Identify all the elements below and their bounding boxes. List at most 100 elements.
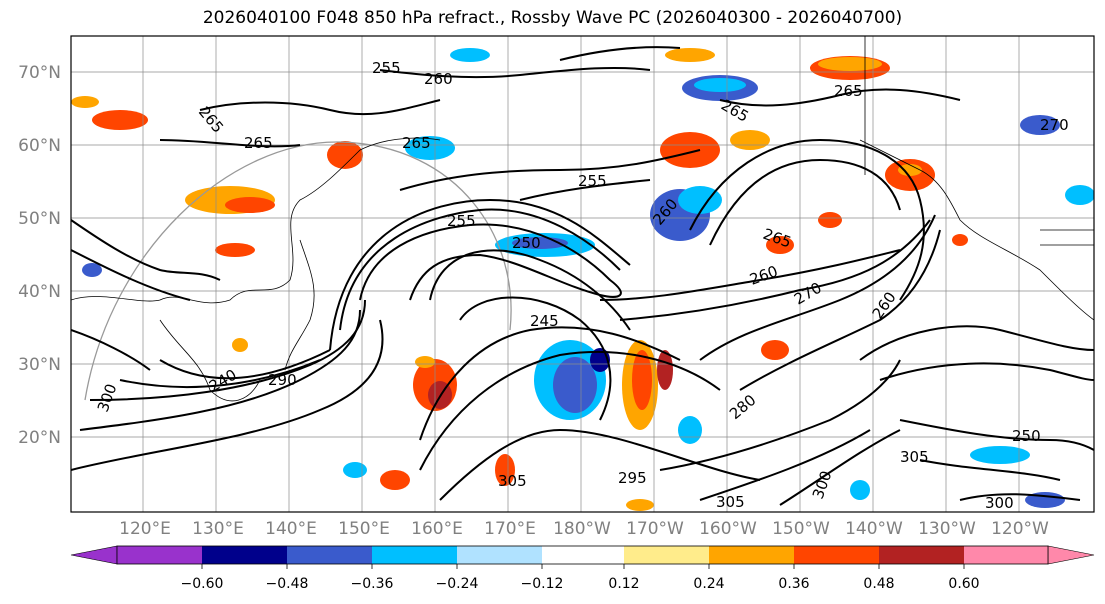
lon-label: 180°W xyxy=(553,519,611,539)
colorbar: −0.60 −0.48 −0.36 −0.24 −0.12 0.12 0.24 … xyxy=(70,545,1095,592)
lat-label: 60°N xyxy=(18,136,61,156)
patch-positive xyxy=(327,141,363,169)
patch-positive xyxy=(766,236,794,254)
contour-label: 255 xyxy=(578,172,607,190)
colorbar-segment xyxy=(794,546,879,564)
patch-positive xyxy=(952,234,968,246)
map-frame xyxy=(70,35,1095,513)
contour-label: 305 xyxy=(900,448,929,466)
colorbar-segment xyxy=(372,546,457,564)
patch-positive xyxy=(665,48,715,62)
colorbar-tick-label: −0.24 xyxy=(436,576,479,592)
patch-positive xyxy=(71,96,99,108)
lon-label: 140°W xyxy=(845,519,903,539)
colorbar-tick-label: −0.12 xyxy=(521,576,564,592)
patch-positive xyxy=(215,243,255,257)
contour-label: 260 xyxy=(424,70,453,88)
patch-negative xyxy=(1020,115,1060,135)
contour-label: 290 xyxy=(268,371,297,389)
lat-label: 20°N xyxy=(18,428,61,448)
colorbar-tick-label: 0.60 xyxy=(948,576,979,592)
contour-label: 255 xyxy=(447,212,476,230)
lon-label: 150°W xyxy=(772,519,830,539)
colorbar-tick-label: 0.24 xyxy=(693,576,724,592)
lon-label: 130°W xyxy=(918,519,976,539)
patch-negative xyxy=(553,357,597,413)
contour-label: 245 xyxy=(530,312,559,330)
patch-negative xyxy=(970,446,1030,464)
latitude-labels: 70°N 60°N 50°N 40°N 30°N 20°N xyxy=(18,63,61,448)
contour-lines xyxy=(71,46,1094,506)
lon-label: 120°W xyxy=(991,519,1049,539)
contour-label: 300 xyxy=(985,494,1014,512)
contour-label: 305 xyxy=(716,493,745,511)
colorbar-tick-label: −0.36 xyxy=(351,576,394,592)
colorbar-extend-left xyxy=(70,545,118,565)
lat-label: 30°N xyxy=(18,355,61,375)
colorbar-segment xyxy=(202,546,287,564)
lon-label: 160°E xyxy=(411,519,463,539)
lon-label: 170°E xyxy=(484,519,536,539)
contour-label: 265 xyxy=(244,134,273,152)
contour-label: 265 xyxy=(834,82,863,100)
patch-negative xyxy=(694,78,746,92)
map-gridlines xyxy=(71,36,1094,512)
patch-negative xyxy=(1065,185,1094,205)
colorbar-tick-label: 0.12 xyxy=(608,576,639,592)
colorbar-tick-label: 0.36 xyxy=(778,576,809,592)
colorbar-segment xyxy=(624,546,709,564)
lon-label: 160°W xyxy=(699,519,757,539)
coastlines xyxy=(71,36,1094,402)
patch-positive xyxy=(818,212,842,228)
patch-negative xyxy=(343,462,367,478)
lon-label: 150°E xyxy=(338,519,390,539)
patch-positive xyxy=(225,197,275,213)
patch-negative xyxy=(82,263,102,277)
longitude-labels: 120°E 130°E 140°E 150°E 160°E 170°E 180°… xyxy=(119,519,1049,539)
patch-negative xyxy=(405,136,455,160)
colorbar-tick-label: 0.48 xyxy=(863,576,894,592)
contour-label: 295 xyxy=(618,469,647,487)
patch-negative xyxy=(678,186,722,214)
patch-positive xyxy=(495,454,515,486)
patch-positive xyxy=(92,110,148,130)
lon-label: 170°W xyxy=(626,519,684,539)
map-background xyxy=(71,36,1094,512)
lon-label: 120°E xyxy=(119,519,171,539)
colorbar-segment xyxy=(287,546,372,564)
colorbar-extend-right xyxy=(1047,545,1095,565)
patch-positive xyxy=(632,350,652,410)
contour-label: 305 xyxy=(498,472,527,490)
colorbar-tick-label: −0.48 xyxy=(266,576,309,592)
contour-label: 250 xyxy=(512,234,541,252)
contour-label: 255 xyxy=(372,59,401,77)
patch-positive xyxy=(380,470,410,490)
lon-label: 130°E xyxy=(192,519,244,539)
contour-label: 270 xyxy=(1040,116,1069,134)
colorbar-outline xyxy=(116,545,1049,565)
colorbar-segment xyxy=(964,546,1048,564)
patch-positive xyxy=(232,338,248,352)
colorbar-tick-label: −0.60 xyxy=(181,576,224,592)
patch-positive xyxy=(415,356,435,368)
great-circle-arc xyxy=(84,141,512,401)
patch-positive xyxy=(761,340,789,360)
lon-label: 140°E xyxy=(265,519,317,539)
patch-negative xyxy=(850,480,870,500)
patch-negative xyxy=(450,48,490,62)
colorbar-segment xyxy=(542,546,624,564)
patch-negative xyxy=(678,416,702,444)
contour-label: 250 xyxy=(1012,427,1041,445)
colorbar-segment xyxy=(879,546,964,564)
lat-label: 70°N xyxy=(18,63,61,83)
patch-positive xyxy=(898,164,922,176)
patch-positive xyxy=(626,499,654,511)
plot-title: 2026040100 F048 850 hPa refract., Rossby… xyxy=(202,8,903,28)
colorbar-segment xyxy=(117,546,202,564)
patch-positive xyxy=(660,132,720,168)
contour-label: 265 xyxy=(402,134,431,152)
lat-label: 40°N xyxy=(18,282,61,302)
patch-positive xyxy=(730,130,770,150)
